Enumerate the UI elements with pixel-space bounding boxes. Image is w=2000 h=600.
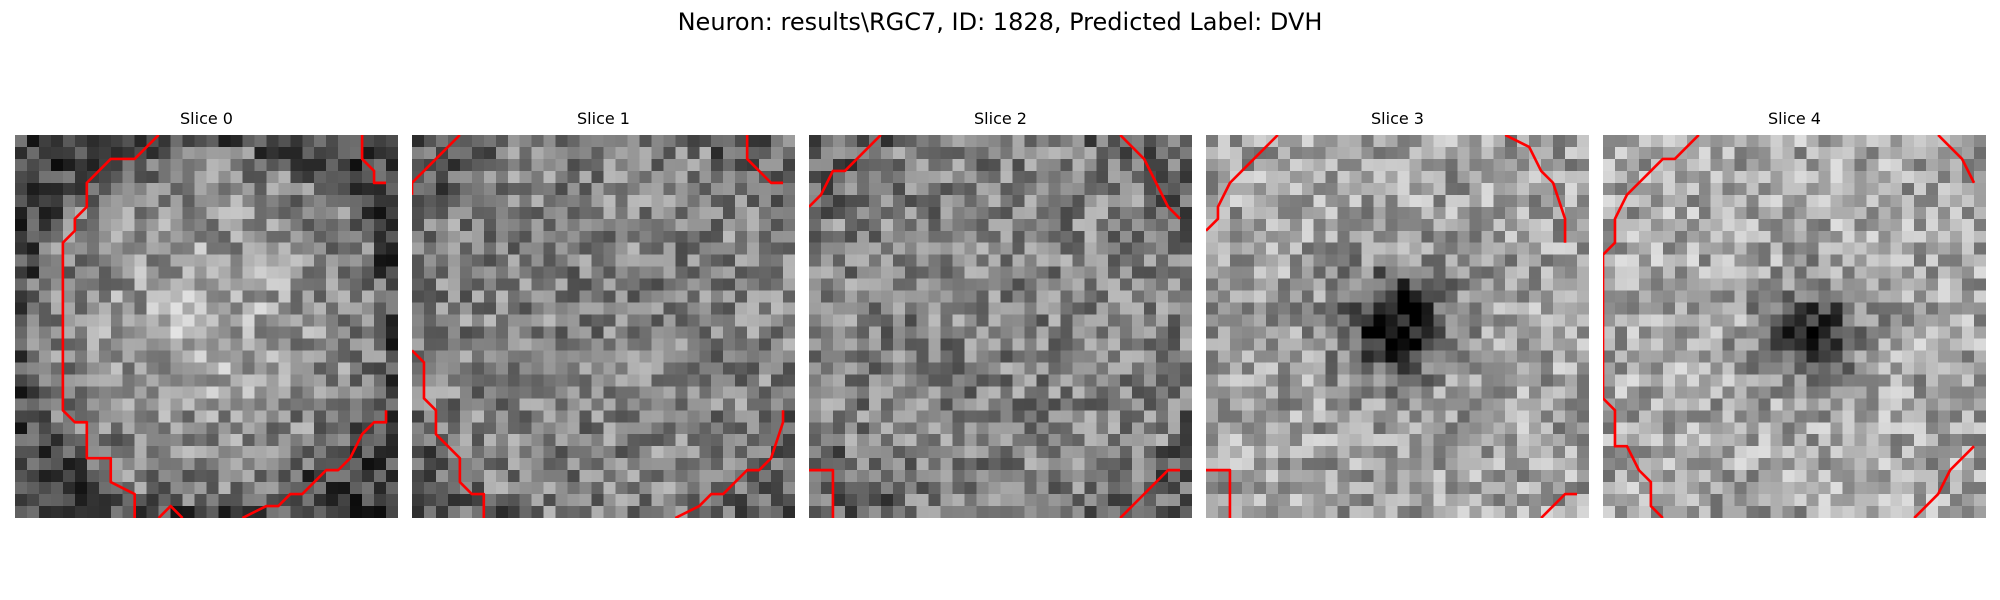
contour-line	[1206, 468, 1232, 518]
slice-panel-2: Slice 2	[809, 108, 1192, 518]
slice-image-3	[1206, 135, 1589, 518]
contour-line	[412, 349, 486, 518]
slice-image-4	[1603, 135, 1986, 518]
contour-line	[1603, 135, 1700, 518]
contour-line	[1119, 468, 1181, 518]
pixel-grid	[412, 135, 795, 518]
pixel-grid	[809, 135, 1192, 518]
slice-panel-4: Slice 4	[1603, 108, 1986, 518]
contour-line	[1119, 135, 1181, 220]
pixel-grid	[1603, 135, 1986, 518]
contour-line	[1206, 135, 1279, 232]
slice-title-2: Slice 2	[974, 109, 1027, 128]
contour-line	[412, 135, 461, 195]
slice-title-1: Slice 1	[577, 109, 630, 128]
slice-title-0: Slice 0	[180, 109, 233, 128]
slice-panel-1: Slice 1	[412, 108, 795, 518]
slice-title-4: Slice 4	[1768, 109, 1821, 128]
contour-line	[360, 135, 387, 185]
contour-line	[745, 135, 784, 185]
contour-line	[1913, 445, 1975, 518]
figure-title: Neuron: results\RGC7, ID: 1828, Predicte…	[677, 8, 1323, 36]
slice-image-0	[15, 135, 398, 518]
pixel-grid	[1206, 135, 1589, 518]
contour-line	[157, 504, 184, 518]
slice-image-2	[809, 135, 1192, 518]
contour-line	[241, 410, 388, 518]
contour-line	[61, 135, 160, 518]
slice-image-1	[412, 135, 795, 518]
slice-title-3: Slice 3	[1371, 109, 1424, 128]
contour-line	[1937, 135, 1976, 184]
contour-line	[674, 410, 785, 518]
contour-line	[809, 135, 882, 208]
contour-line	[809, 468, 835, 518]
contour-line	[1504, 135, 1567, 243]
contour-line	[1540, 492, 1578, 518]
pixel-grid	[15, 135, 398, 518]
slice-panel-0: Slice 0	[15, 108, 398, 518]
slice-panel-3: Slice 3	[1206, 108, 1589, 518]
